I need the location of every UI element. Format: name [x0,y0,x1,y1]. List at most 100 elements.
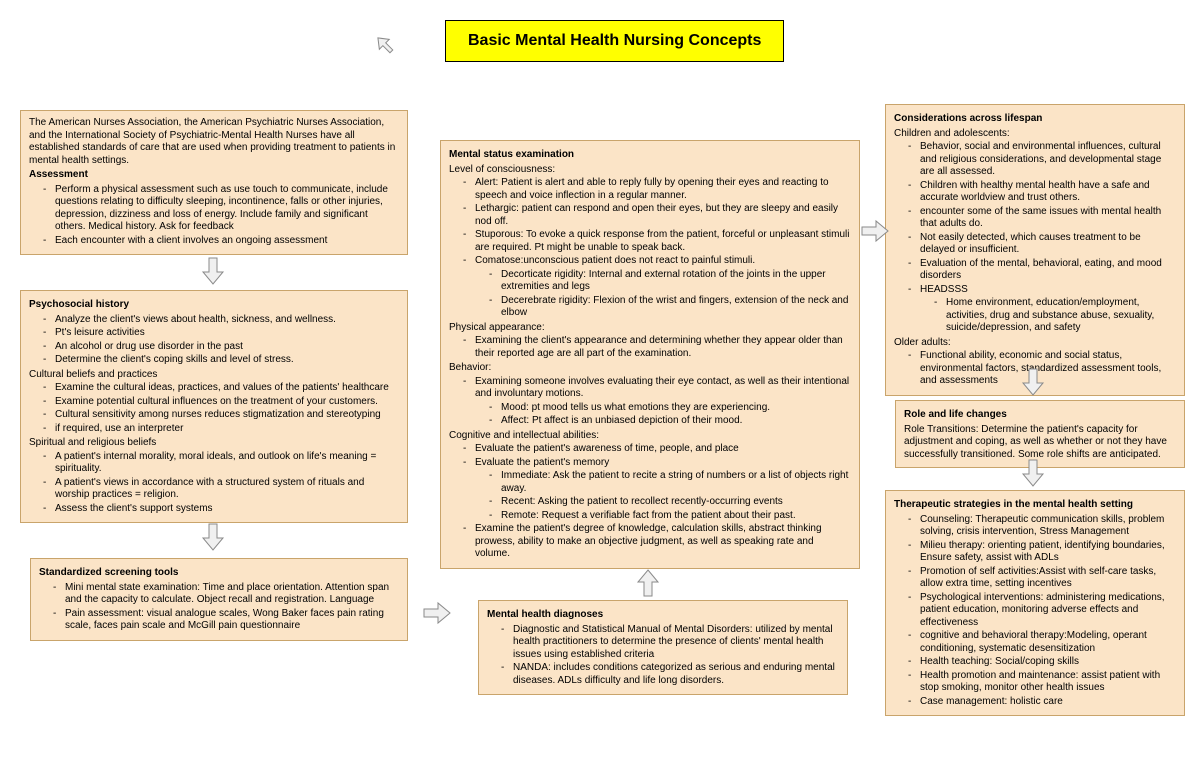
list-item: Behavior, social and environmental influ… [894,141,1176,179]
mse-heading: Mental status examination [449,149,851,162]
list-item: A patient's views in accordance with a s… [29,477,399,502]
lifespan-heading: Considerations across lifespan [894,113,1176,126]
list-item: Not easily detected, which causes treatm… [894,232,1176,257]
list-item: Children with healthy mental health have… [894,180,1176,205]
list-item: Pt's leisure activities [29,327,399,340]
list-item: Evaluate the patient's awareness of time… [449,443,851,456]
arrow-icon [372,32,398,58]
lifespan-children-list: Behavior, social and environmental influ… [894,141,1176,335]
list-item: Evaluate the patient's memory Immediate:… [449,457,851,523]
list-item: Milieu therapy: orienting patient, ident… [894,540,1176,565]
arrow-right-icon [422,600,452,626]
list-item: Examining the client's appearance and de… [449,335,851,360]
box-therapeutic: Therapeutic strategies in the mental hea… [885,490,1185,716]
list-item: An alcohol or drug use disorder in the p… [29,341,399,354]
screening-heading: Standardized screening tools [39,567,399,580]
cultural-list: Examine the cultural ideas, practices, a… [29,382,399,435]
mse-behavior-list: Examining someone involves evaluating th… [449,376,851,428]
list-item: Assess the client's support systems [29,503,399,516]
role-heading: Role and life changes [904,409,1176,422]
list-item-text: Examining someone involves evaluating th… [475,376,849,400]
diagnoses-heading: Mental health diagnoses [487,609,839,622]
box-diagnoses: Mental health diagnoses Diagnostic and S… [478,600,848,695]
list-item: Decorticate rigidity: Internal and exter… [475,269,851,294]
list-item: Affect: Pt affect is an unbiased depicti… [475,415,851,428]
assessment-heading: Assessment [29,169,399,182]
box-assessment: The American Nurses Association, the Ame… [20,110,408,255]
list-item: Functional ability, economic and social … [894,350,1176,388]
diagnoses-list: Diagnostic and Statistical Manual of Men… [487,624,839,688]
list-item: Psychological interventions: administeri… [894,592,1176,630]
list-item: Mini mental state examination: Time and … [39,582,399,607]
assessment-intro: The American Nurses Association, the Ame… [29,117,399,167]
spiritual-heading: Spiritual and religious beliefs [29,437,399,450]
box-lifespan: Considerations across lifespan Children … [885,104,1185,396]
list-item: NANDA: includes conditions categorized a… [487,662,839,687]
list-item-text: HEADSSS [920,284,968,295]
list-item: Comatose:unconscious patient does not re… [449,255,851,320]
list-item: Cultural sensitivity among nurses reduce… [29,409,399,422]
title-text: Basic Mental Health Nursing Concepts [468,32,761,49]
list-item: Recent: Asking the patient to recollect … [475,496,851,509]
list-item: Health teaching: Social/coping skills [894,656,1176,669]
list-item: encounter some of the same issues with m… [894,206,1176,231]
list-item: Home environment, education/employment, … [920,297,1176,335]
psychosocial-list: Analyze the client's views about health,… [29,314,399,367]
list-item: A patient's internal morality, moral ide… [29,451,399,476]
screening-list: Mini mental state examination: Time and … [39,582,399,633]
list-item: Remote: Request a verifiable fact from t… [475,510,851,523]
list-item: Mood: pt mood tells us what emotions the… [475,402,851,415]
list-item-text: Comatose:unconscious patient does not re… [475,255,755,266]
spiritual-list: A patient's internal morality, moral ide… [29,451,399,516]
list-item: Evaluation of the mental, behavioral, ea… [894,258,1176,283]
list-item: Perform a physical assessment such as us… [29,184,399,234]
list-item: Counseling: Therapeutic communication sk… [894,514,1176,539]
mse-loc-sublist: Decorticate rigidity: Internal and exter… [475,269,851,320]
mse-appearance-list: Examining the client's appearance and de… [449,335,851,360]
list-item: Determine the client's coping skills and… [29,354,399,367]
therapeutic-heading: Therapeutic strategies in the mental hea… [894,499,1176,512]
lifespan-headsss-sublist: Home environment, education/employment, … [920,297,1176,335]
list-item: Diagnostic and Statistical Manual of Men… [487,624,839,662]
box-screening: Standardized screening tools Mini mental… [30,558,408,641]
list-item: if required, use an interpreter [29,423,399,436]
list-item: HEADSSS Home environment, education/empl… [894,284,1176,335]
mse-memory-sublist: Immediate: Ask the patient to recite a s… [475,470,851,522]
role-body: Role Transitions: Determine the patient'… [904,424,1176,462]
list-item: cognitive and behavioral therapy:Modelin… [894,630,1176,655]
list-item: Alert: Patient is alert and able to repl… [449,177,851,202]
box-mse: Mental status examination Level of consc… [440,140,860,569]
list-item-text: Evaluate the patient's memory [475,457,609,468]
page-title: Basic Mental Health Nursing Concepts [445,20,784,62]
assessment-list: Perform a physical assessment such as us… [29,184,399,248]
mse-loc-list: Alert: Patient is alert and able to repl… [449,177,851,320]
therapeutic-list: Counseling: Therapeutic communication sk… [894,514,1176,709]
list-item: Immediate: Ask the patient to recite a s… [475,470,851,495]
list-item: Examining someone involves evaluating th… [449,376,851,428]
list-item: Pain assessment: visual analogue scales,… [39,608,399,633]
mse-loc-heading: Level of consciousness: [449,164,851,177]
lifespan-children-heading: Children and adolescents: [894,128,1176,141]
list-item: Health promotion and maintenance: assist… [894,670,1176,695]
mse-cognitive-heading: Cognitive and intellectual abilities: [449,430,851,443]
list-item: Examine the cultural ideas, practices, a… [29,382,399,395]
arrow-up-icon [635,568,661,598]
cultural-heading: Cultural beliefs and practices [29,369,399,382]
list-item: Each encounter with a client involves an… [29,235,399,248]
list-item: Examine potential cultural influences on… [29,396,399,409]
arrow-down-icon [200,522,226,552]
list-item: Analyze the client's views about health,… [29,314,399,327]
list-item: Decerebrate rigidity: Flexion of the wri… [475,295,851,320]
mse-behavior-heading: Behavior: [449,362,851,375]
list-item: Case management: holistic care [894,696,1176,709]
lifespan-older-heading: Older adults: [894,337,1176,350]
psychosocial-heading: Psychosocial history [29,299,399,312]
lifespan-older-list: Functional ability, economic and social … [894,350,1176,388]
list-item: Lethargic: patient can respond and open … [449,203,851,228]
list-item: Examine the patient's degree of knowledg… [449,523,851,561]
mse-cognitive-list: Evaluate the patient's awareness of time… [449,443,851,561]
mse-behavior-sublist: Mood: pt mood tells us what emotions the… [475,402,851,428]
list-item: Stuporous: To evoke a quick response fro… [449,229,851,254]
arrow-down-icon [200,256,226,286]
mse-appearance-heading: Physical appearance: [449,322,851,335]
